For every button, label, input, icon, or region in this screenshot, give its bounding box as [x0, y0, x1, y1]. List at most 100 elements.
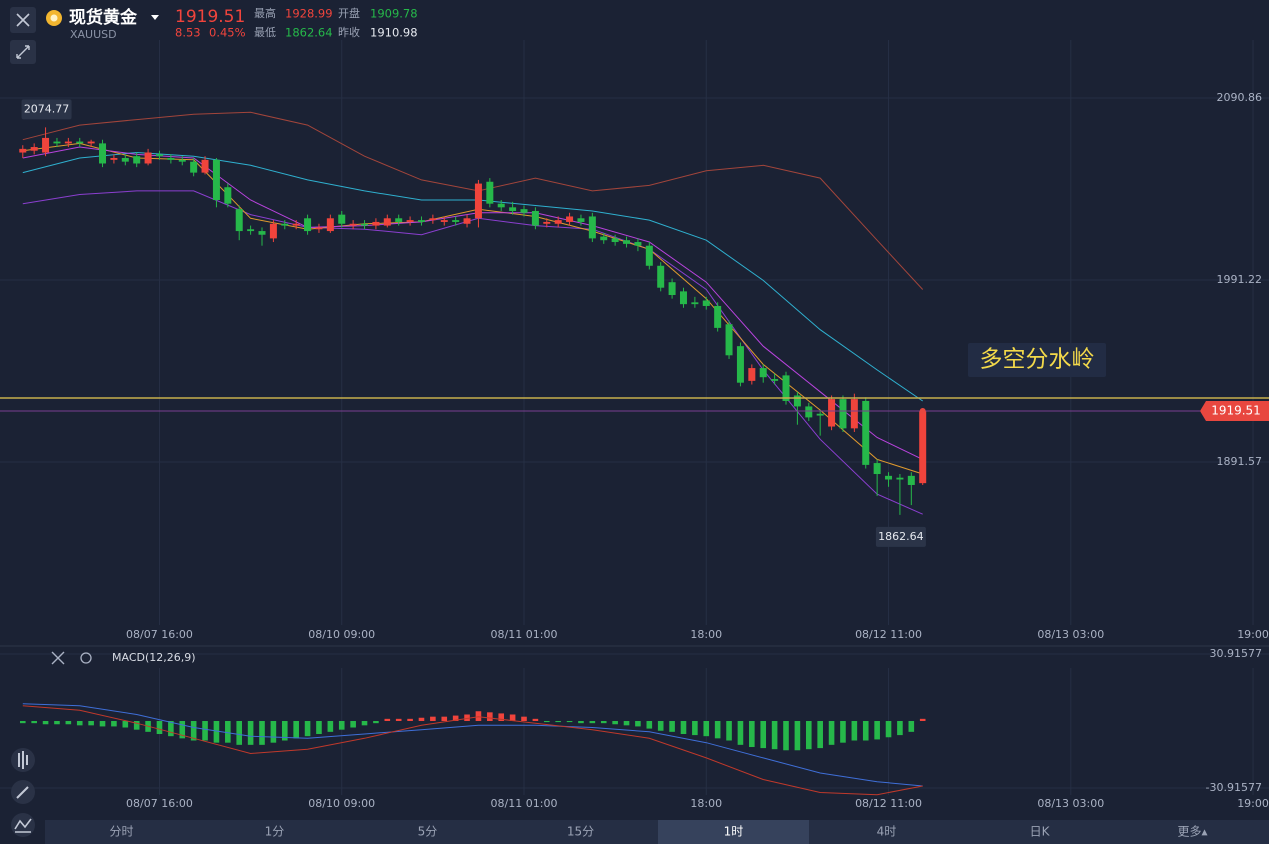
macd-bar: [452, 715, 459, 722]
x-tick-label: 18:00: [690, 797, 722, 810]
tab[interactable]: 15分: [567, 825, 594, 839]
x-tick-label: 08/07 16:00: [126, 797, 193, 810]
macd-bar: [281, 721, 288, 741]
x-tick-label: 18:00: [690, 628, 722, 641]
candle-body: [793, 395, 801, 407]
macd-bar: [441, 716, 448, 722]
macd-bar: [407, 718, 413, 722]
tab[interactable]: 1分: [265, 825, 285, 839]
x-tick-label: 08/13 03:00: [1037, 628, 1104, 641]
indicator-close[interactable]: [51, 651, 65, 665]
macd-bar: [395, 718, 402, 722]
macd-bar: [327, 721, 334, 732]
candle-body: [304, 218, 312, 232]
candle-body: [190, 161, 198, 173]
candle-body: [531, 210, 539, 226]
macd-bar: [487, 712, 493, 722]
tab[interactable]: 1时: [724, 825, 744, 839]
macd-bar: [646, 721, 653, 729]
candle-body: [828, 399, 836, 427]
macd-bar: [805, 721, 812, 750]
extreme-tag: [875, 526, 926, 547]
macd-bar: [247, 721, 254, 745]
macd-bar: [475, 711, 482, 722]
candle-body: [623, 240, 631, 244]
candle-body: [258, 231, 266, 235]
candle-body: [463, 218, 471, 224]
symbol-caret[interactable]: [151, 15, 159, 20]
macd-bar: [498, 713, 505, 722]
candle-body: [919, 410, 927, 484]
macd-bar: [521, 716, 527, 722]
extreme-label: 2074.77: [24, 102, 70, 115]
candle-body: [759, 368, 767, 378]
x-tick-label: 19:00: [1237, 628, 1269, 641]
price-panel: 08/07 16:00 08/10 09:00 08/11 01:00 18:00 08…: [0, 40, 1269, 641]
close-icon: [16, 13, 30, 27]
macd-bar: [726, 721, 732, 741]
macd-bar: [874, 721, 880, 740]
candle-body: [53, 141, 61, 144]
candle-body: [577, 218, 585, 222]
candle-body: [224, 187, 232, 204]
macd-bar: [418, 717, 425, 722]
x-tick-label: 08/12 11:00: [855, 628, 922, 641]
candle-body: [520, 209, 528, 213]
macd-bar: [623, 721, 630, 726]
tab-bar: [45, 820, 1269, 844]
candle-body: [588, 216, 596, 239]
candle-body: [99, 143, 107, 164]
price: 1919.51: [175, 7, 245, 27]
macd-bar: [840, 721, 846, 743]
indicator-title: MACD(12,26,9): [112, 651, 196, 664]
candle-body: [406, 220, 414, 222]
macd-bar: [430, 716, 436, 722]
tab[interactable]: 日K: [1030, 825, 1051, 839]
candle-body: [509, 207, 517, 211]
annotation-text: 多空分水岭: [980, 347, 1095, 373]
tab[interactable]: 分时: [109, 825, 133, 839]
candle-body: [907, 475, 915, 485]
x-tick-label: 08/12 11:00: [855, 797, 922, 810]
macd-bar: [65, 721, 72, 725]
candle-body: [725, 324, 733, 356]
macd-bar: [236, 721, 243, 745]
macd-bar: [19, 721, 26, 724]
y-tick-label: 1991.22: [1217, 273, 1263, 286]
macd-bar: [817, 721, 823, 749]
high-label: 最高: [254, 6, 276, 20]
high-value: 1928.99: [285, 7, 333, 21]
macd-bar: [578, 721, 584, 724]
macd-bar: [885, 721, 892, 738]
prev-close-value: 1910.98: [370, 26, 418, 40]
indicator-settings[interactable]: [80, 652, 92, 664]
macd-bar: [509, 714, 516, 722]
draw-tool-icon: [16, 786, 29, 799]
macd-bar: [635, 721, 641, 727]
y-tick-label: 2090.86: [1217, 91, 1263, 104]
candle-body: [850, 399, 858, 429]
macd-bar: [316, 721, 322, 735]
candle-body: [452, 220, 460, 222]
candle-tool-icon: [18, 751, 28, 769]
extreme-label: 1862.64: [878, 530, 924, 543]
tab[interactable]: 更多▴: [1177, 825, 1207, 839]
candle-body: [361, 223, 369, 226]
tab[interactable]: 5分: [418, 825, 438, 839]
symbol-code: XAUUSD: [70, 28, 117, 41]
tab[interactable]: 4时: [877, 825, 897, 839]
macd-bar: [692, 721, 698, 736]
macd-bar: [680, 721, 687, 735]
candle-body: [167, 158, 175, 160]
macd-bar: [589, 721, 596, 724]
macd-bar: [919, 718, 926, 722]
candle-body: [349, 223, 357, 226]
macd-bar: [384, 718, 391, 722]
candle-body: [372, 221, 380, 226]
candle-body: [144, 152, 152, 164]
macd-bar: [760, 721, 767, 749]
candle-body: [543, 221, 551, 224]
x-tick-label: 08/10 09:00: [308, 797, 375, 810]
symbol-name[interactable]: 现货黄金: [69, 7, 138, 28]
candle-body: [133, 156, 141, 164]
